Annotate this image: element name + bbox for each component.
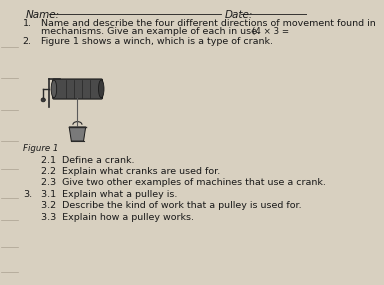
Text: 2.2  Explain what cranks are used for.: 2.2 Explain what cranks are used for. bbox=[41, 167, 220, 176]
Text: Date:: Date: bbox=[224, 11, 253, 21]
Ellipse shape bbox=[51, 80, 57, 98]
Polygon shape bbox=[69, 127, 86, 141]
FancyBboxPatch shape bbox=[53, 79, 103, 99]
Text: 2.: 2. bbox=[23, 37, 32, 46]
Text: 3.1  Explain what a pulley is.: 3.1 Explain what a pulley is. bbox=[41, 190, 177, 199]
Text: Figure 1 shows a winch, which is a type of crank.: Figure 1 shows a winch, which is a type … bbox=[41, 37, 273, 46]
Text: Figure 1: Figure 1 bbox=[23, 144, 58, 153]
Text: (4 × 3 =: (4 × 3 = bbox=[252, 27, 289, 36]
Text: Name and describe the four different directions of movement found in: Name and describe the four different dir… bbox=[41, 19, 376, 28]
Text: 2.3  Give two other examples of machines that use a crank.: 2.3 Give two other examples of machines … bbox=[41, 178, 326, 187]
Text: 3.: 3. bbox=[23, 190, 32, 199]
Text: 1.: 1. bbox=[23, 19, 32, 28]
Text: 3.3  Explain how a pulley works.: 3.3 Explain how a pulley works. bbox=[41, 213, 194, 222]
Ellipse shape bbox=[99, 80, 104, 98]
Circle shape bbox=[41, 98, 45, 102]
Text: 2.1  Define a crank.: 2.1 Define a crank. bbox=[41, 156, 134, 165]
Text: Name:: Name: bbox=[26, 11, 60, 21]
Text: 3.2  Describe the kind of work that a pulley is used for.: 3.2 Describe the kind of work that a pul… bbox=[41, 201, 302, 210]
Text: mechanisms. Give an example of each in use.: mechanisms. Give an example of each in u… bbox=[41, 27, 260, 36]
